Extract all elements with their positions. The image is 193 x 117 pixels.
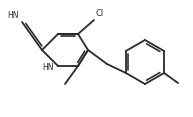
- Text: HN: HN: [42, 62, 54, 71]
- Text: HN: HN: [8, 11, 19, 20]
- Text: Cl: Cl: [96, 9, 104, 18]
